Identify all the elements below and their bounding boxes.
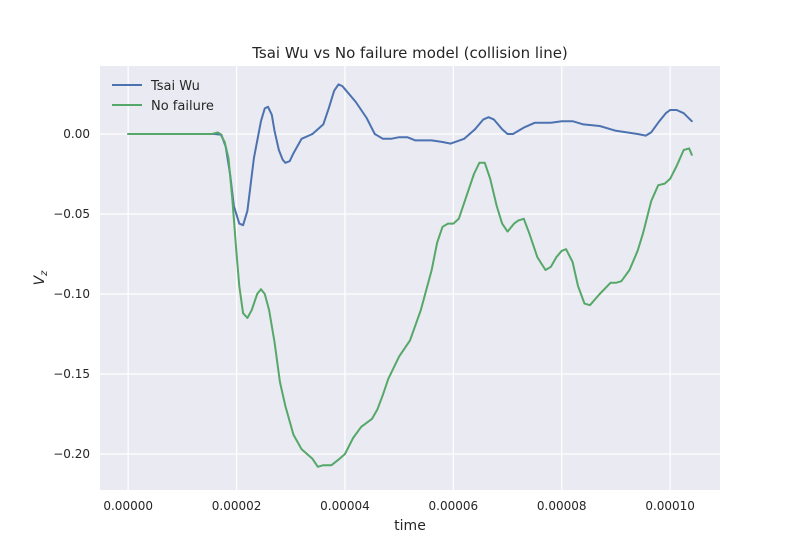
x-tick-label: 0.00002 (212, 499, 262, 513)
y-tick-label: −0.10 (53, 287, 90, 301)
series-line-tsai-wu (127, 83, 693, 227)
legend-label-no-failure: No failure (151, 99, 214, 114)
x-tick-label: 0.00000 (103, 499, 153, 513)
y-tick-labels: 0.00 −0.05 −0.10 −0.15 −0.20 (53, 127, 90, 461)
y-tick-label: −0.15 (53, 367, 90, 381)
y-tick-label: −0.20 (53, 447, 90, 461)
x-tick-label: 0.00008 (537, 499, 587, 513)
plot-area (100, 66, 720, 490)
x-tick-label: 0.00004 (320, 499, 370, 513)
y-tick-label: 0.00 (63, 127, 90, 141)
x-tick-label: 0.00010 (645, 499, 695, 513)
y-tick-label: −0.05 (53, 207, 90, 221)
grid-lines (100, 66, 720, 490)
legend: Tsai Wu No failure (112, 79, 214, 114)
legend-label-tsai-wu: Tsai Wu (150, 79, 200, 94)
chart-title: Tsai Wu vs No failure model (collision l… (251, 44, 568, 62)
series-layer (127, 83, 693, 468)
x-tick-labels: 0.00000 0.00002 0.00004 0.00006 0.00008 0.000… (103, 499, 695, 513)
series-line-no-failure (127, 131, 693, 468)
x-axis-label: time (394, 518, 426, 534)
x-tick-label: 0.00006 (429, 499, 479, 513)
